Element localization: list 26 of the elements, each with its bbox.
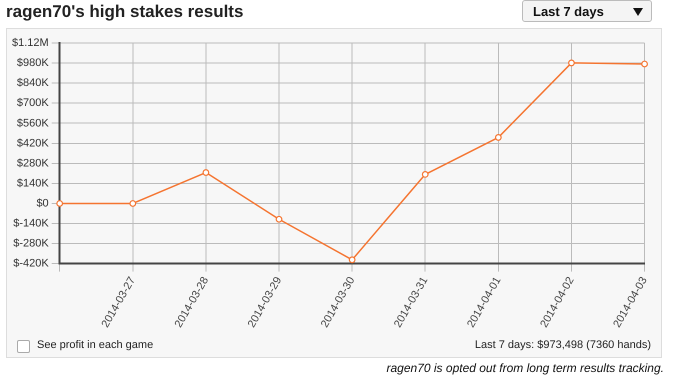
y-tick-label: $1.12M: [12, 37, 49, 50]
point: [568, 60, 575, 66]
y-tick-label: $980K: [16, 57, 50, 70]
y-tick-label: $-420K: [13, 258, 50, 270]
y-tick-label: $0: [36, 198, 49, 210]
point: [348, 256, 356, 264]
text: Last 7 days: $973,498 (7360 hands): [474, 339, 651, 351]
text: Last 7 days: [533, 4, 604, 19]
y-tick-label: $700K: [16, 97, 50, 110]
point: [641, 60, 648, 68]
y-tick-label: $280K: [16, 157, 50, 170]
text: See profit in each game: [37, 339, 154, 351]
point: [202, 169, 210, 176]
y-tick-label: $840K: [16, 77, 50, 90]
y-tick-label: $-140K: [13, 218, 50, 230]
chart-title: ragen70's high stakes results: [6, 2, 244, 22]
point: [494, 134, 502, 141]
text: ragen70 is opted out from long term results tracking.: [386, 361, 664, 375]
y-tick-label: $-280K: [13, 238, 50, 250]
point: [422, 171, 429, 178]
point: [56, 200, 64, 207]
y-tick-label: $140K: [16, 177, 50, 190]
point: [276, 216, 282, 223]
y-tick-label: $420K: [16, 137, 50, 150]
y-tick-label: $560K: [16, 117, 50, 130]
point: [129, 200, 136, 207]
